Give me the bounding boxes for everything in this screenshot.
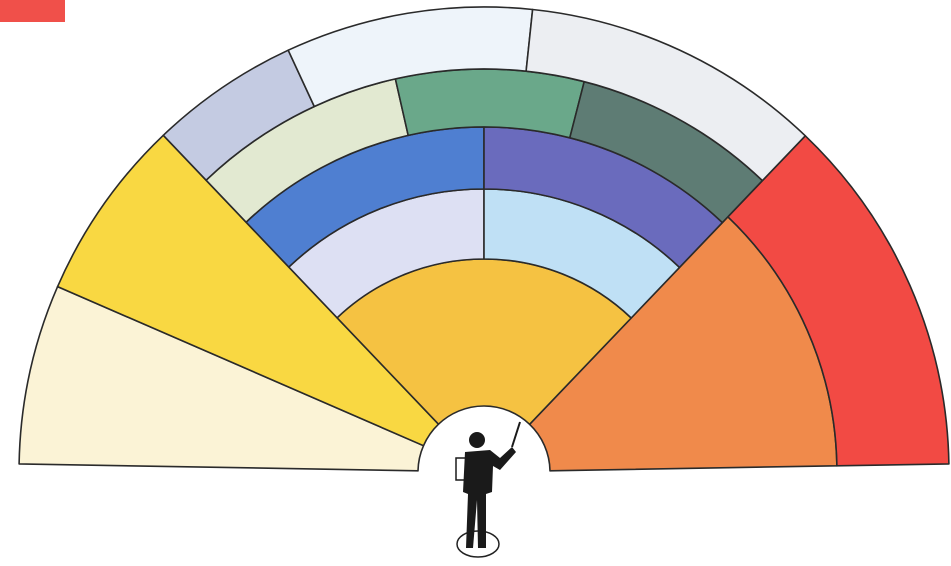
seating-sections (19, 7, 949, 471)
page: (() => { JSON.parse(document.getElementB… (0, 0, 951, 566)
seating-section (395, 69, 584, 138)
conductor-head (469, 432, 485, 448)
conductor (456, 422, 520, 557)
corner-swatch (0, 0, 65, 22)
orchestra-seating-diagram (0, 0, 951, 566)
baton (512, 422, 520, 447)
